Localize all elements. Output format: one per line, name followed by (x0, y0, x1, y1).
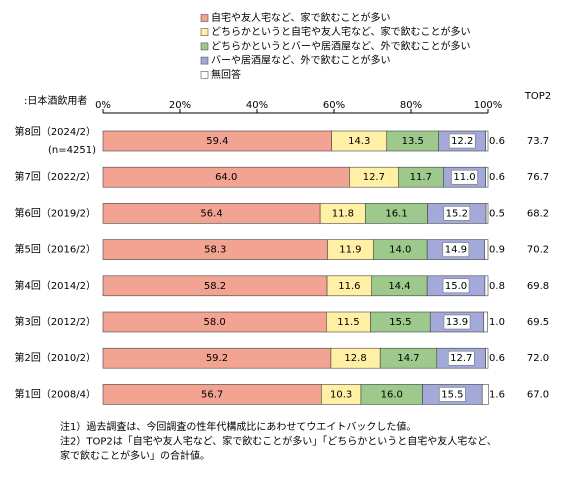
value-label: 56.4 (200, 208, 222, 219)
value-label: 14.7 (397, 353, 419, 364)
label-box (447, 350, 475, 366)
value-label: 11.9 (339, 245, 361, 256)
value-label: 0.6 (489, 172, 505, 183)
label-box (451, 169, 478, 185)
label-box (448, 133, 476, 149)
value-label: 1.0 (489, 317, 505, 328)
top2-value: 69.8 (527, 281, 549, 292)
value-label: 15.2 (446, 208, 468, 219)
value-label: 11.7 (410, 172, 432, 183)
value-label: 11.8 (332, 208, 354, 219)
value-label: 14.0 (389, 245, 411, 256)
top2-value: 67.0 (527, 389, 549, 400)
value-label: 15.0 (445, 281, 467, 292)
value-label: 11.0 (453, 172, 475, 183)
value-label: 0.6 (489, 353, 505, 364)
value-label: 14.3 (348, 136, 370, 147)
value-label: 12.2 (451, 136, 473, 147)
legend-swatch (200, 14, 209, 22)
value-label: 15.5 (389, 317, 411, 328)
bar-segment (481, 384, 489, 405)
value-label: 0.9 (489, 245, 505, 256)
x-tick-label: 60% (323, 100, 345, 111)
value-label: 13.9 (446, 317, 468, 328)
value-label: 15.5 (441, 389, 463, 400)
value-label: 16.0 (381, 389, 403, 400)
bar-segment (485, 166, 489, 188)
value-label: 14.4 (388, 281, 410, 292)
label-box (442, 242, 470, 257)
value-label: 12.7 (363, 172, 385, 183)
bar-segment (484, 275, 489, 297)
x-tick-label: 100% (474, 100, 503, 111)
value-label: 12.8 (344, 353, 366, 364)
top2-value: 73.7 (527, 136, 549, 147)
value-label: 11.5 (337, 317, 359, 328)
bar-segment (485, 347, 489, 369)
value-label: 11.6 (338, 281, 360, 292)
note: 注1）過去調査は、今回調査の性年代構成比にあわせてウエイトバックした値。 (60, 420, 416, 433)
legend-label: 無回答 (211, 68, 241, 81)
category-label: 第1回（2008/4） (14, 387, 96, 400)
note: 家で飲むことが多い」の合計値。 (60, 449, 210, 462)
category-label: 第3回（2012/2） (14, 315, 96, 328)
value-label: 58.3 (204, 245, 226, 256)
top2-value: 70.2 (527, 245, 549, 256)
legend-label: バーや居酒屋など、外で飲むことが多い (211, 54, 391, 67)
value-label: 0.8 (489, 281, 505, 292)
label-box (443, 206, 471, 221)
value-label: 59.2 (206, 353, 228, 364)
x-tick-label: 40% (246, 100, 268, 111)
value-label: 10.3 (330, 389, 352, 400)
value-label: 13.5 (402, 136, 424, 147)
top2-value: 76.7 (527, 172, 549, 183)
category-label: 第7回（2022/2） (14, 170, 96, 183)
category-label: 第4回（2014/2） (14, 279, 96, 292)
label-box (443, 314, 471, 330)
value-label: 58.2 (204, 281, 226, 292)
legend-swatch (200, 71, 209, 79)
top2-value: 72.0 (527, 353, 549, 364)
bar-segment (485, 130, 489, 152)
value-label: 64.0 (215, 172, 237, 183)
bar-segment (485, 203, 489, 224)
legend-swatch (200, 42, 209, 51)
label-box (442, 278, 470, 294)
value-label: 12.7 (450, 353, 472, 364)
value-label: 14.9 (445, 245, 467, 256)
legend-label: 自宅や友人宅など、家で飲むことが多い (211, 11, 391, 24)
x-tick-label: 20% (169, 100, 191, 111)
value-label: 0.6 (489, 136, 505, 147)
category-label: 第6回（2019/2） (14, 206, 96, 219)
value-label: 56.7 (201, 389, 223, 400)
legend-swatch (200, 56, 209, 65)
category-label: 第2回（2010/2） (14, 351, 96, 364)
legend-label: どちらかというと自宅や友人宅など、家で飲むことが多い (211, 25, 471, 38)
top2-value: 68.2 (527, 208, 549, 219)
label-box (439, 387, 466, 402)
legend-swatch (200, 28, 209, 37)
sample-note: (n=4251) (48, 145, 96, 156)
subtitle: :日本酒飲用者 (24, 94, 87, 107)
top2-title: TOP2 (524, 91, 551, 102)
category-label: 第5回（2016/2） (14, 243, 96, 256)
note: 注2）TOP2は「自宅や友人宅など、家で飲むことが多い」「どちらかというと自宅や… (60, 435, 497, 448)
category-label: 第8回（2024/2） (14, 125, 96, 138)
x-tick-label: 0% (95, 100, 111, 111)
value-label: 59.4 (206, 136, 228, 147)
value-label: 1.6 (489, 389, 505, 400)
value-label: 58.0 (204, 317, 226, 328)
legend-label: どちらかというとバーや居酒屋など、外で飲むことが多い (211, 39, 471, 52)
value-label: 16.1 (385, 208, 407, 219)
top2-value: 69.5 (527, 317, 549, 328)
x-tick-label: 80% (400, 100, 422, 111)
bar-segment (484, 239, 489, 260)
bar-segment (483, 311, 488, 333)
value-label: 0.5 (489, 208, 505, 219)
